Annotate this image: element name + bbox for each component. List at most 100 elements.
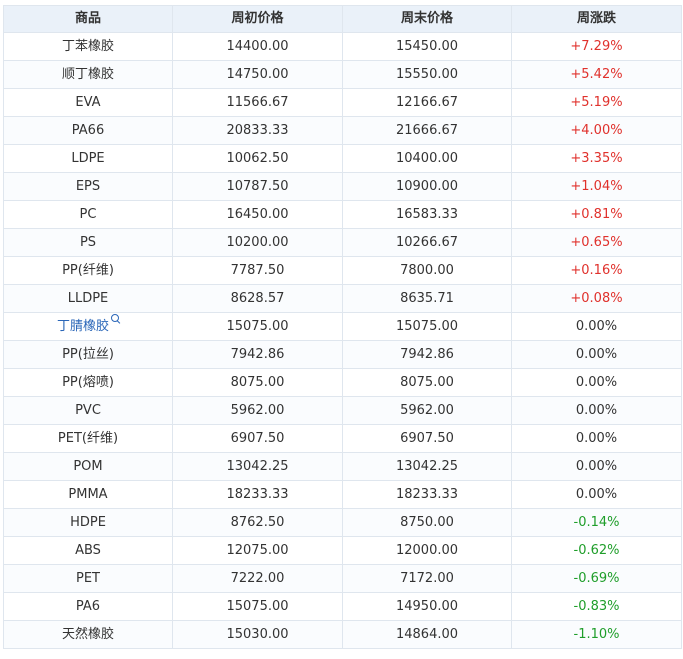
end-price-cell: 14864.00	[342, 620, 512, 649]
end-price-cell: 7800.00	[342, 256, 512, 285]
product-name-cell: PA6	[3, 592, 173, 621]
product-name-cell: ABS	[3, 536, 173, 565]
product-link[interactable]: 丁腈橡胶	[56, 319, 109, 334]
table-row: ABS 12075.00 12000.00 -0.62%	[3, 536, 682, 565]
product-name: POM	[73, 459, 103, 474]
product-name-cell: LDPE	[3, 144, 173, 173]
table-row: PMMA 18233.33 18233.33 0.00%	[3, 480, 682, 509]
start-price-cell: 10062.50	[172, 144, 343, 173]
table-body: 丁苯橡胶 14400.00 15450.00 +7.29% 顺丁橡胶 14750.00 15…	[3, 32, 682, 649]
product-name-cell: PET	[3, 564, 173, 593]
weekly-change-cell: +5.42%	[511, 60, 682, 89]
product-name: PC	[79, 207, 97, 222]
table-row: POM 13042.25 13042.25 0.00%	[3, 452, 682, 481]
product-name-cell: PP(拉丝)	[3, 340, 173, 369]
table-row: PP(纤维) 7787.50 7800.00 +0.16%	[3, 256, 682, 285]
product-name: LDPE	[71, 151, 105, 166]
weekly-change-cell: +0.65%	[511, 228, 682, 257]
product-name-cell: EPS	[3, 172, 173, 201]
table-row: 顺丁橡胶 14750.00 15550.00 +5.42%	[3, 60, 682, 89]
product-name: PA66	[71, 123, 105, 138]
header-start-price: 周初价格	[172, 5, 343, 33]
product-name-cell: PVC	[3, 396, 173, 425]
weekly-change-cell: 0.00%	[511, 368, 682, 397]
product-name-cell: PMMA	[3, 480, 173, 509]
product-name-cell: PP(熔喷)	[3, 368, 173, 397]
end-price-cell: 7172.00	[342, 564, 512, 593]
price-table: 商品 周初价格 周末价格 周涨跌 丁苯橡胶 14400.00 15450.00 +7.…	[3, 5, 682, 649]
weekly-change-cell: +0.16%	[511, 256, 682, 285]
start-price-cell: 13042.25	[172, 452, 343, 481]
product-name: PP(熔喷)	[62, 375, 114, 390]
weekly-change-cell: +3.35%	[511, 144, 682, 173]
product-name: PMMA	[68, 487, 108, 502]
table-row: 丁苯橡胶 14400.00 15450.00 +7.29%	[3, 32, 682, 61]
end-price-cell: 18233.33	[342, 480, 512, 509]
weekly-change-cell: -0.69%	[511, 564, 682, 593]
product-name: PVC	[75, 403, 101, 418]
end-price-cell: 14950.00	[342, 592, 512, 621]
end-price-cell: 21666.67	[342, 116, 512, 145]
end-price-cell: 7942.86	[342, 340, 512, 369]
table-row: 丁腈橡胶 15075.00 15075.00 0.00%	[3, 312, 682, 341]
table-row: PA66 20833.33 21666.67 +4.00%	[3, 116, 682, 145]
table-row: EVA 11566.67 12166.67 +5.19%	[3, 88, 682, 117]
table-row: PA6 15075.00 14950.00 -0.83%	[3, 592, 682, 621]
start-price-cell: 7942.86	[172, 340, 343, 369]
table-row: 天然橡胶 15030.00 14864.00 -1.10%	[3, 620, 682, 649]
product-name: PET	[76, 571, 100, 586]
product-name-cell[interactable]: 丁腈橡胶	[3, 312, 173, 341]
product-name-cell: HDPE	[3, 508, 173, 537]
start-price-cell: 7222.00	[172, 564, 343, 593]
product-name-cell: PET(纤维)	[3, 424, 173, 453]
end-price-cell: 5962.00	[342, 396, 512, 425]
header-row: 商品 周初价格 周末价格 周涨跌	[3, 5, 682, 33]
search-icon[interactable]	[111, 314, 119, 322]
product-name: PP(纤维)	[62, 263, 114, 278]
start-price-cell: 15075.00	[172, 592, 343, 621]
header-product: 商品	[3, 5, 173, 33]
table-row: PVC 5962.00 5962.00 0.00%	[3, 396, 682, 425]
header-end-price: 周末价格	[342, 5, 512, 33]
table-row: LLDPE 8628.57 8635.71 +0.08%	[3, 284, 682, 313]
end-price-cell: 16583.33	[342, 200, 512, 229]
product-name: PA6	[75, 599, 101, 614]
end-price-cell: 10266.67	[342, 228, 512, 257]
table-row: EPS 10787.50 10900.00 +1.04%	[3, 172, 682, 201]
start-price-cell: 16450.00	[172, 200, 343, 229]
weekly-change-cell: 0.00%	[511, 340, 682, 369]
table-row: PET 7222.00 7172.00 -0.69%	[3, 564, 682, 593]
end-price-cell: 6907.50	[342, 424, 512, 453]
product-name: 丁苯橡胶	[61, 39, 114, 54]
product-name: PET(纤维)	[57, 431, 119, 446]
table-row: PS 10200.00 10266.67 +0.65%	[3, 228, 682, 257]
start-price-cell: 7787.50	[172, 256, 343, 285]
end-price-cell: 8075.00	[342, 368, 512, 397]
product-name: PP(拉丝)	[62, 347, 114, 362]
start-price-cell: 8628.57	[172, 284, 343, 313]
product-name-cell: 天然橡胶	[3, 620, 173, 649]
product-name-cell: 丁苯橡胶	[3, 32, 173, 61]
weekly-change-cell: +0.08%	[511, 284, 682, 313]
end-price-cell: 15075.00	[342, 312, 512, 341]
end-price-cell: 15550.00	[342, 60, 512, 89]
weekly-change-cell: 0.00%	[511, 480, 682, 509]
header-weekly-change: 周涨跌	[511, 5, 682, 33]
start-price-cell: 14750.00	[172, 60, 343, 89]
start-price-cell: 15075.00	[172, 312, 343, 341]
start-price-cell: 6907.50	[172, 424, 343, 453]
table-row: LDPE 10062.50 10400.00 +3.35%	[3, 144, 682, 173]
product-name: 顺丁橡胶	[61, 67, 114, 82]
weekly-change-cell: 0.00%	[511, 312, 682, 341]
weekly-change-cell: 0.00%	[511, 424, 682, 453]
table-row: PC 16450.00 16583.33 +0.81%	[3, 200, 682, 229]
end-price-cell: 12166.67	[342, 88, 512, 117]
start-price-cell: 5962.00	[172, 396, 343, 425]
weekly-change-cell: 0.00%	[511, 452, 682, 481]
start-price-cell: 10200.00	[172, 228, 343, 257]
product-name-cell: PA66	[3, 116, 173, 145]
weekly-change-cell: +5.19%	[511, 88, 682, 117]
end-price-cell: 12000.00	[342, 536, 512, 565]
start-price-cell: 8075.00	[172, 368, 343, 397]
start-price-cell: 14400.00	[172, 32, 343, 61]
